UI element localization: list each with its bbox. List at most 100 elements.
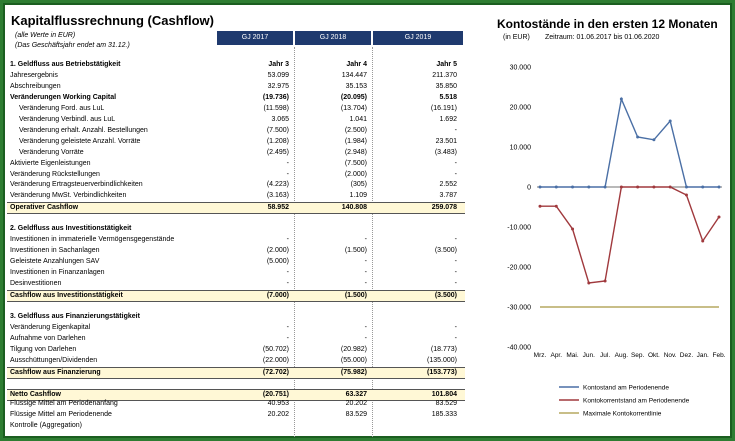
- cell-gj2019[interactable]: 5.518: [439, 93, 457, 101]
- cell-gj2018[interactable]: (2.948): [344, 148, 367, 156]
- row-label[interactable]: Veränderungen Working Capital: [10, 93, 117, 101]
- row-label[interactable]: Investitionen in Finanzanlagen: [10, 269, 105, 277]
- cell-gj2018[interactable]: (1.500): [344, 247, 367, 255]
- row-label[interactable]: 1. Geldfluss aus Betriebstätigkeit: [10, 61, 121, 68]
- cell-gj2017[interactable]: -: [286, 323, 289, 331]
- row-label[interactable]: Aufnahme von Darlehen: [10, 334, 86, 342]
- cell-gj2019[interactable]: 211.370: [432, 71, 457, 79]
- row-label[interactable]: Investitionen in immaterielle Vermögensg…: [10, 236, 175, 244]
- row-label[interactable]: Abschreibungen: [10, 82, 61, 90]
- cell-gj2019[interactable]: -: [454, 269, 457, 277]
- cell-gj2017[interactable]: -: [286, 334, 289, 342]
- cell-gj2017[interactable]: (11.598): [263, 104, 289, 112]
- cell-gj2017[interactable]: (5.000): [266, 258, 289, 266]
- cell-gj2018[interactable]: -: [364, 236, 367, 244]
- cell-gj2018[interactable]: 63.327: [345, 390, 367, 398]
- column-header-gj2017[interactable]: GJ 2017: [217, 31, 293, 45]
- cell-gj2018[interactable]: Jahr 4: [346, 61, 367, 68]
- column-header-gj2019[interactable]: GJ 2019: [373, 31, 463, 45]
- row-label[interactable]: Veränderung Vorräte: [19, 148, 84, 156]
- row-label[interactable]: Veränderung Rückstellungen: [10, 170, 100, 178]
- row-label[interactable]: Investitionen in Sachanlagen: [10, 247, 100, 255]
- cell-gj2017[interactable]: (7.000): [266, 291, 289, 299]
- row-label[interactable]: Veränderung Verbindl. aus LuL: [19, 115, 116, 123]
- cell-gj2017[interactable]: 32.975: [267, 82, 289, 90]
- cell-gj2018[interactable]: 20.202: [345, 400, 367, 408]
- cell-gj2019[interactable]: -: [454, 236, 457, 244]
- cell-gj2018[interactable]: (20.982): [340, 345, 367, 353]
- cell-gj2017[interactable]: 40.953: [267, 400, 289, 408]
- cell-gj2018[interactable]: 1.109: [349, 192, 367, 200]
- cell-gj2019[interactable]: 259.078: [431, 204, 457, 212]
- cell-gj2019[interactable]: -: [454, 280, 457, 287]
- cell-gj2018[interactable]: (75.982): [340, 368, 367, 376]
- cell-gj2018[interactable]: 83.529: [345, 411, 367, 419]
- cell-gj2018[interactable]: 134.447: [341, 71, 367, 79]
- cell-gj2019[interactable]: 2.552: [439, 181, 457, 189]
- cell-gj2017[interactable]: (19.736): [262, 93, 289, 101]
- cell-gj2017[interactable]: -: [286, 236, 289, 244]
- cell-gj2019[interactable]: -: [454, 258, 457, 266]
- cell-gj2019[interactable]: (18.773): [430, 345, 457, 353]
- row-label[interactable]: Netto Cashflow: [10, 390, 61, 398]
- row-label[interactable]: Geleistete Anzahlungen SAV: [10, 258, 100, 266]
- cell-gj2018[interactable]: (2.500): [344, 126, 367, 134]
- row-label[interactable]: Operativer Cashflow: [10, 204, 79, 212]
- cell-gj2019[interactable]: 185.333: [431, 411, 457, 419]
- cell-gj2017[interactable]: -: [286, 170, 289, 178]
- cell-gj2018[interactable]: 35.153: [345, 82, 367, 90]
- cell-gj2019[interactable]: (3.500): [434, 291, 457, 299]
- cell-gj2018[interactable]: (13.704): [340, 104, 367, 112]
- cell-gj2017[interactable]: Jahr 3: [268, 61, 289, 68]
- cell-gj2019[interactable]: (16.191): [430, 104, 457, 112]
- cell-gj2017[interactable]: 53.099: [267, 71, 289, 79]
- cell-gj2018[interactable]: (1.500): [344, 291, 367, 299]
- cell-gj2019[interactable]: Jahr 5: [436, 61, 457, 68]
- cell-gj2017[interactable]: -: [286, 280, 289, 287]
- cell-gj2018[interactable]: 1.041: [349, 115, 367, 123]
- cell-gj2018[interactable]: -: [364, 323, 367, 331]
- cell-gj2017[interactable]: (2.495): [266, 148, 289, 156]
- cell-gj2017[interactable]: 58.952: [267, 204, 289, 212]
- row-label[interactable]: Veränderung Ertragsteuerverbindlichkeite…: [10, 181, 143, 189]
- row-label[interactable]: Ausschüttungen/Dividenden: [10, 356, 98, 364]
- cell-gj2017[interactable]: (20.751): [262, 390, 289, 398]
- cell-gj2017[interactable]: (3.163): [266, 192, 289, 200]
- cell-gj2019[interactable]: -: [454, 334, 457, 342]
- cell-gj2018[interactable]: -: [364, 280, 367, 287]
- cell-gj2017[interactable]: (50.702): [262, 345, 289, 353]
- cell-gj2018[interactable]: (7.500): [344, 159, 367, 167]
- cell-gj2017[interactable]: (7.500): [266, 126, 289, 134]
- cell-gj2019[interactable]: -: [454, 159, 457, 167]
- cell-gj2019[interactable]: -: [454, 126, 457, 134]
- cell-gj2018[interactable]: (305): [350, 181, 367, 189]
- row-label[interactable]: 3. Geldfluss aus Finanzierungstätigkeit: [10, 312, 140, 320]
- cell-gj2019[interactable]: 23.501: [435, 137, 457, 145]
- cell-gj2019[interactable]: (3.500): [434, 247, 457, 255]
- cell-gj2017[interactable]: (72.702): [262, 368, 289, 376]
- cell-gj2019[interactable]: 101.804: [431, 390, 457, 398]
- cell-gj2017[interactable]: 20.202: [267, 411, 289, 419]
- cell-gj2017[interactable]: -: [286, 269, 289, 277]
- cell-gj2017[interactable]: (2.000): [266, 247, 289, 255]
- cell-gj2018[interactable]: (20.095): [340, 93, 367, 101]
- cell-gj2019[interactable]: (135.000): [427, 356, 457, 364]
- row-label[interactable]: Veränderung MwSt. Verbindlichkeiten: [10, 192, 127, 200]
- column-header-gj2018[interactable]: GJ 2018: [295, 31, 371, 45]
- row-label[interactable]: Aktivierte Eigenleistungen: [10, 159, 91, 167]
- cell-gj2019[interactable]: (153.773): [427, 368, 457, 376]
- cell-gj2019[interactable]: 35.850: [435, 82, 457, 90]
- row-label[interactable]: Veränderung Ford. aus LuL: [19, 104, 105, 112]
- cell-gj2017[interactable]: 3.065: [271, 115, 289, 123]
- row-label[interactable]: Veränderung geleistete Anzahl. Vorräte: [19, 137, 141, 145]
- row-label[interactable]: Flüssige Mittel am Periodenende: [10, 411, 112, 419]
- cell-gj2018[interactable]: -: [364, 269, 367, 277]
- cell-gj2018[interactable]: 140.808: [341, 204, 367, 212]
- cell-gj2017[interactable]: (22.000): [262, 356, 289, 364]
- cell-gj2019[interactable]: 1.692: [439, 115, 457, 123]
- cell-gj2019[interactable]: (3.483): [434, 148, 457, 156]
- row-label[interactable]: Veränderung erhalt. Anzahl. Bestellungen: [19, 126, 148, 134]
- row-label[interactable]: Veränderung Eigenkapital: [10, 323, 91, 331]
- cell-gj2019[interactable]: -: [454, 323, 457, 331]
- cell-gj2018[interactable]: (2.000): [344, 170, 367, 178]
